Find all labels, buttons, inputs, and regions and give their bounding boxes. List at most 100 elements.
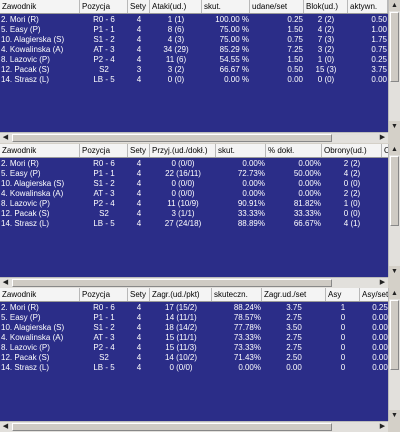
column-header[interactable]: Pozycja	[80, 144, 128, 157]
scroll-right-arrow-icon[interactable]: ▶	[379, 279, 386, 286]
table-cell: 0.00%	[298, 189, 321, 198]
scroll-down-arrow-icon[interactable]: ▼	[389, 266, 400, 277]
horizontal-scroll-thumb[interactable]	[12, 423, 332, 431]
table-cell: S1 - 2	[93, 179, 115, 188]
table-row[interactable]: 8. Lazovic (P) P2 - 4 4 11 (6) 54.55 % 1.50 1 …	[0, 55, 388, 65]
scroll-up-arrow-icon[interactable]: ▲	[389, 144, 400, 155]
table-row[interactable]: 8. Lazovic (P) P2 - 4 4 11 (10/9) 90.91% 81.8…	[0, 199, 388, 209]
table-row[interactable]: 12. Pacak (S) S2 4 14 (10/2) 71.43% 2.50 0 0.00	[0, 353, 388, 363]
column-header[interactable]: Przyj.(ud./dokł.)	[150, 144, 216, 157]
scroll-left-arrow-icon[interactable]: ◀	[2, 134, 9, 141]
horizontal-scrollbar[interactable]: ◀ ▶	[0, 421, 388, 432]
column-header[interactable]: Pozycja	[80, 288, 128, 301]
table-row[interactable]: 4. Kowalinska (A) AT - 3 4 34 (29) 85.29 % 7.…	[0, 45, 388, 55]
scroll-up-arrow-icon[interactable]: ▲	[389, 0, 400, 11]
vertical-scrollbar[interactable]: ▲ ▼	[388, 144, 400, 277]
column-header[interactable]: udane/set	[250, 0, 304, 13]
table-cell: 4	[136, 219, 142, 228]
column-header[interactable]: Pozycja	[80, 0, 128, 13]
column-header[interactable]: Zagr.(ud./pkt)	[150, 288, 212, 301]
table-cell: P2 - 4	[93, 199, 115, 208]
column-header[interactable]: Zawodnik	[0, 144, 80, 157]
table-row[interactable]: 2. Mori (R) R0 - 6 4 0 (0/0) 0.00% 0.00% 2 (2)…	[0, 159, 388, 169]
horizontal-scroll-thumb[interactable]	[12, 134, 332, 142]
table-row[interactable]: 5. Easy (P) P1 - 1 4 22 (16/11) 72.73% 50.00%…	[0, 169, 388, 179]
stats-grid[interactable]: Zawodnik Pozycja Sety Zagr.(ud./pkt) skutecz…	[0, 288, 388, 421]
table-cell: 4	[136, 159, 142, 168]
table-cell: 5. Easy (P)	[1, 313, 41, 322]
table-row[interactable]: 5. Easy (P) P1 - 1 4 8 (6) 75.00 % 1.50 4 (2) 1…	[0, 25, 388, 35]
table-row[interactable]: 4. Kowalinska (A) AT - 3 4 0 (0/0) 0.00% 0.00…	[0, 189, 388, 199]
column-header[interactable]: Ataki(ud.)	[150, 0, 202, 13]
scroll-down-arrow-icon[interactable]: ▼	[389, 121, 400, 132]
scroll-down-arrow-icon[interactable]: ▼	[389, 410, 400, 421]
vertical-scroll-thumb[interactable]	[390, 12, 399, 82]
table-cell: 75.00 %	[219, 25, 249, 34]
horizontal-scrollbar[interactable]: ◀ ▶	[0, 277, 388, 288]
stats-grid[interactable]: Zawodnik Pozycja Sety Ataki(ud.) skut. udane/…	[0, 0, 388, 132]
table-cell: 0.00	[372, 343, 388, 352]
column-header[interactable]: Sety	[128, 0, 150, 13]
column-header[interactable]: Zagr.ud./set	[262, 288, 326, 301]
column-header[interactable]: aktywn.	[348, 0, 388, 13]
column-header[interactable]: Zawodnik	[0, 0, 80, 13]
vertical-scroll-thumb[interactable]	[390, 156, 399, 226]
scroll-right-arrow-icon[interactable]: ▶	[379, 134, 386, 141]
column-header[interactable]: Asy/set	[360, 288, 388, 301]
horizontal-scroll-thumb[interactable]	[12, 279, 332, 287]
table-cell: R0 - 6	[93, 303, 115, 312]
table-row[interactable]: 8. Lazovic (P) P2 - 4 4 15 (11/3) 73.33% 2.75…	[0, 343, 388, 353]
table-cell: 0	[340, 333, 346, 342]
table-cell: 0.25	[287, 15, 303, 24]
column-header[interactable]: skuteczn.	[212, 288, 262, 301]
table-row[interactable]: 5. Easy (P) P1 - 1 4 14 (11/1) 78.57% 2.75 0 0.…	[0, 313, 388, 323]
table-row[interactable]: 14. Strasz (L) LB - 5 4 0 (0/0) 0.00% 0.00 0 0.…	[0, 363, 388, 373]
grid-header: Zawodnik Pozycja Sety Ataki(ud.) skut. udane/…	[0, 0, 388, 14]
vertical-scroll-thumb[interactable]	[390, 300, 399, 370]
table-row[interactable]: 10. Alagierska (S) S1 - 2 4 0 (0/0) 0.00% 0.0…	[0, 179, 388, 189]
table-cell: 2 (2)	[343, 159, 361, 168]
column-header[interactable]: Zawodnik	[0, 288, 80, 301]
table-cell: 3.50	[286, 323, 302, 332]
table-cell: 72.73%	[237, 169, 265, 178]
table-cell: 10. Alagierska (S)	[1, 179, 65, 188]
stats-grid[interactable]: Zawodnik Pozycja Sety Przyj.(ud./dokł.) skut…	[0, 144, 388, 277]
column-header[interactable]: Blok(ud.)	[304, 0, 348, 13]
vertical-scrollbar[interactable]: ▲ ▼	[388, 0, 400, 132]
scroll-right-arrow-icon[interactable]: ▶	[379, 423, 386, 430]
column-header[interactable]: % dokł.	[266, 144, 322, 157]
table-cell: 4 (2)	[343, 169, 361, 178]
scroll-left-arrow-icon[interactable]: ◀	[2, 279, 9, 286]
table-row[interactable]: 4. Kowalinska (A) AT - 3 4 15 (11/1) 73.33% 2…	[0, 333, 388, 343]
column-header[interactable]: skut.	[216, 144, 266, 157]
scroll-up-arrow-icon[interactable]: ▲	[389, 288, 400, 299]
table-row[interactable]: 10. Alagierska (S) S1 - 2 4 4 (3) 75.00 % 0.7…	[0, 35, 388, 45]
scrollbar-corner	[388, 421, 400, 432]
vertical-scrollbar[interactable]: ▲ ▼	[388, 288, 400, 421]
table-row[interactable]: 2. Mori (R) R0 - 6 4 1 (1) 100.00 % 0.25 2 (2)…	[0, 15, 388, 25]
column-header[interactable]: Obr./set	[382, 144, 388, 157]
table-row[interactable]: 2. Mori (R) R0 - 6 4 17 (15/2) 88.24% 3.75 1 0.…	[0, 303, 388, 313]
table-cell: 8. Lazovic (P)	[1, 199, 50, 208]
table-cell: 4 (1)	[343, 219, 361, 228]
grid-rows: 2. Mori (R) R0 - 6 4 1 (1) 100.00 % 0.25 2 (2)…	[0, 15, 388, 85]
scroll-left-arrow-icon[interactable]: ◀	[2, 423, 9, 430]
table-row[interactable]: 14. Strasz (L) LB - 5 4 0 (0) 0.00 % 0.00 0 (0…	[0, 75, 388, 85]
table-row[interactable]: 14. Strasz (L) LB - 5 4 27 (24/18) 88.89% 66.…	[0, 219, 388, 229]
table-cell: 4. Kowalinska (A)	[1, 333, 64, 342]
horizontal-scrollbar[interactable]: ◀ ▶	[0, 132, 388, 143]
table-cell: R0 - 6	[93, 15, 115, 24]
table-cell: AT - 3	[93, 45, 115, 54]
column-header[interactable]: Asy	[326, 288, 360, 301]
table-cell: 4	[136, 209, 142, 218]
table-row[interactable]: 12. Pacak (S) S2 4 3 (1/1) 33.33% 33.33% 0 (0)…	[0, 209, 388, 219]
column-header[interactable]: Sety	[128, 144, 150, 157]
table-row[interactable]: 10. Alagierska (S) S1 - 2 4 18 (14/2) 77.78%…	[0, 323, 388, 333]
table-cell: 0.00	[286, 363, 302, 372]
table-row[interactable]: 12. Pacak (S) S2 3 3 (2) 66.67 % 0.50 15 (3) 3.…	[0, 65, 388, 75]
table-cell: 88.24%	[233, 303, 261, 312]
table-cell: 1 (1)	[167, 15, 185, 24]
column-header[interactable]: Obrony(ud.)	[322, 144, 382, 157]
column-header[interactable]: Sety	[128, 288, 150, 301]
column-header[interactable]: skut.	[202, 0, 250, 13]
